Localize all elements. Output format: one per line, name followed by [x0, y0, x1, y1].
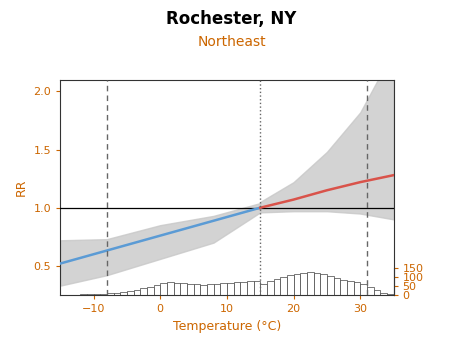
Polygon shape: [287, 275, 294, 295]
Polygon shape: [220, 283, 227, 295]
Polygon shape: [140, 288, 147, 295]
Polygon shape: [247, 281, 254, 295]
Polygon shape: [240, 281, 247, 295]
Polygon shape: [320, 274, 327, 295]
Polygon shape: [160, 283, 167, 295]
Text: Northeast: Northeast: [197, 35, 266, 49]
Polygon shape: [374, 290, 380, 295]
Polygon shape: [360, 284, 367, 295]
Polygon shape: [100, 294, 107, 295]
Polygon shape: [313, 273, 320, 295]
Polygon shape: [307, 272, 313, 295]
Polygon shape: [267, 281, 274, 295]
Polygon shape: [280, 277, 287, 295]
Polygon shape: [194, 284, 200, 295]
Polygon shape: [274, 279, 280, 295]
Polygon shape: [113, 293, 120, 295]
Polygon shape: [367, 287, 374, 295]
X-axis label: Temperature (°C): Temperature (°C): [173, 320, 281, 332]
Polygon shape: [354, 282, 360, 295]
Polygon shape: [260, 284, 267, 295]
Polygon shape: [154, 285, 160, 295]
Polygon shape: [387, 294, 394, 295]
Polygon shape: [127, 291, 133, 295]
Polygon shape: [227, 283, 233, 295]
Polygon shape: [207, 284, 213, 295]
Polygon shape: [333, 278, 340, 295]
Y-axis label: RR: RR: [15, 179, 28, 196]
Polygon shape: [200, 285, 207, 295]
Polygon shape: [300, 273, 307, 295]
Polygon shape: [180, 283, 187, 295]
Polygon shape: [340, 280, 347, 295]
Polygon shape: [87, 294, 94, 295]
Polygon shape: [327, 276, 333, 295]
Polygon shape: [294, 273, 300, 295]
Polygon shape: [94, 294, 100, 295]
Polygon shape: [174, 283, 180, 295]
Polygon shape: [213, 284, 220, 295]
Polygon shape: [347, 281, 354, 295]
Polygon shape: [380, 293, 387, 295]
Polygon shape: [233, 282, 240, 295]
Polygon shape: [107, 293, 113, 295]
Polygon shape: [254, 281, 260, 295]
Polygon shape: [147, 287, 154, 295]
Text: Rochester, NY: Rochester, NY: [166, 10, 297, 28]
Polygon shape: [167, 282, 174, 295]
Polygon shape: [80, 294, 87, 295]
Polygon shape: [187, 284, 194, 295]
Polygon shape: [133, 290, 140, 295]
Polygon shape: [120, 292, 127, 295]
